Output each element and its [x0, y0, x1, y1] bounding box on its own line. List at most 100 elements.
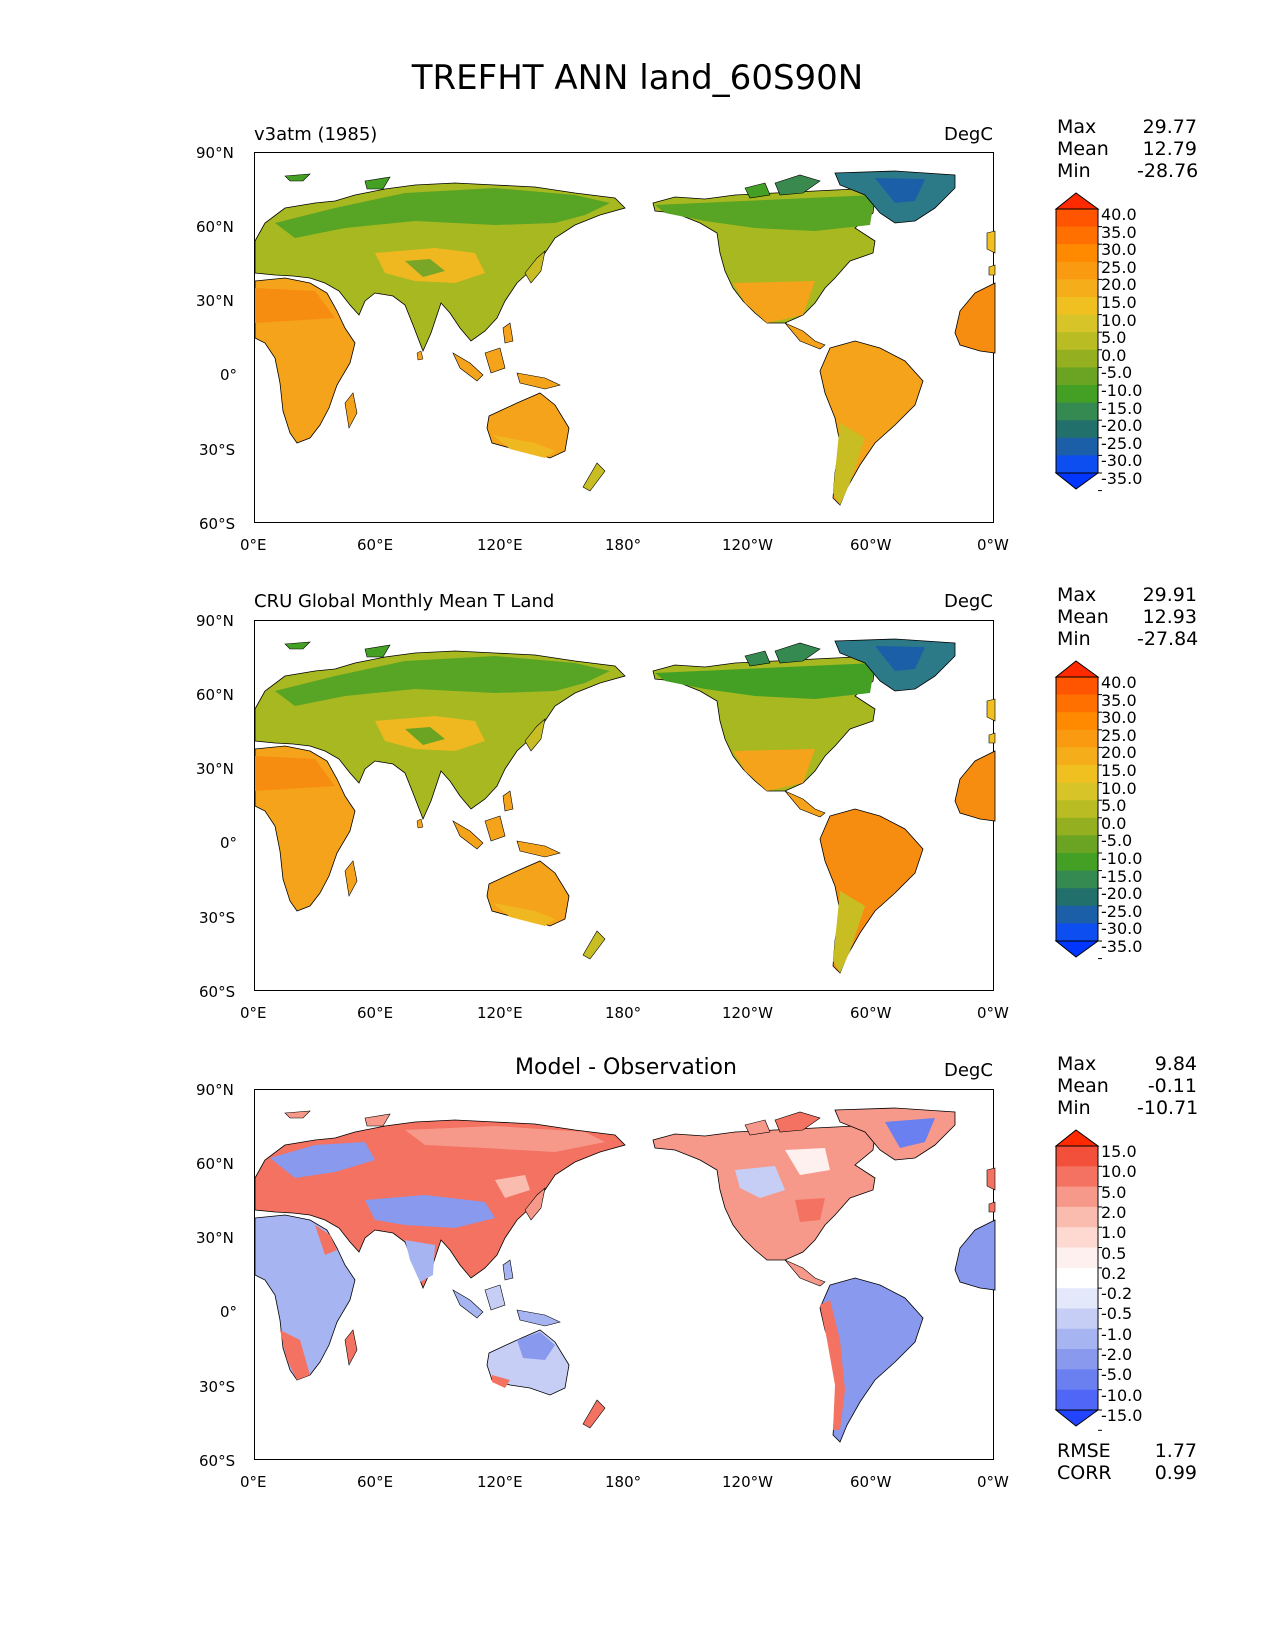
lon-tick: 120°W [722, 536, 773, 554]
mean-value: -0.11 [1147, 1075, 1197, 1097]
rmse-value: 1.77 [1154, 1440, 1197, 1462]
lat-tick: 90°N [196, 612, 234, 630]
colorbar-segment [1056, 817, 1098, 836]
panel-3-units: DegC [944, 1060, 993, 1081]
panel-2-units: DegC [944, 591, 993, 612]
panel-3-metrics: RMSE 1.77 CORR 0.99 [1057, 1440, 1197, 1484]
lon-tick: 180° [605, 536, 642, 554]
max-label: Max [1057, 116, 1097, 138]
panel-3-stats: Max 9.84 Mean -0.11 Min -10.71 [1057, 1053, 1199, 1119]
colorbar-segment [1056, 314, 1098, 333]
africa-east-edge [954, 750, 996, 822]
colorbar-segment [1056, 1389, 1098, 1411]
colorbar-bottom-arrow [1054, 1409, 1100, 1427]
lat-tick: 0° [220, 1303, 238, 1321]
mean-label: Mean [1057, 138, 1109, 160]
colorbar-segment [1056, 1369, 1098, 1391]
colorbar-segment [1056, 244, 1098, 263]
colorbar-segment [1056, 420, 1098, 439]
min-value: -28.76 [1137, 160, 1199, 182]
colorbar-tick-label: -35.0 [1101, 937, 1143, 956]
colorbar-segment [1056, 437, 1098, 456]
colorbar-tick-label: 10.0 [1101, 310, 1137, 330]
lon-tick: 0°E [240, 536, 267, 554]
colorbar-tick-label: -20.0 [1101, 416, 1143, 436]
lon-tick: 180° [605, 1004, 642, 1022]
lat-tick: 60°N [196, 686, 234, 704]
colorbar-tick-label: -15.0 [1101, 398, 1143, 418]
lat-tick: 0° [220, 834, 238, 852]
colorbar-segment [1056, 1227, 1098, 1249]
lon-tick: 60°W [850, 536, 892, 554]
colorbar-tick-label: 1.0 [1101, 1223, 1127, 1243]
panel-2-colorbar [1054, 660, 1102, 960]
lon-tick: 120°E [477, 536, 523, 554]
lon-tick: 180° [605, 1473, 642, 1491]
rmse-label: RMSE [1057, 1440, 1111, 1462]
corr-label: CORR [1057, 1462, 1112, 1484]
colorbar-tick-label: -15.0 [1101, 866, 1143, 886]
max-label: Max [1057, 584, 1097, 606]
colorbar-tick-label: -5.0 [1101, 1365, 1133, 1385]
lat-tick: 30°N [196, 292, 234, 310]
colorbar-segment [1056, 332, 1098, 351]
colorbar-segment [1056, 694, 1098, 713]
lon-tick: 0°W [977, 536, 1009, 554]
lat-tick: 30°S [199, 1378, 236, 1396]
colorbar-segment [1056, 677, 1098, 696]
corr-value: 0.99 [1154, 1462, 1197, 1484]
colorbar-tick-label: -5.0 [1101, 831, 1133, 851]
min-value: -10.71 [1137, 1097, 1199, 1119]
panel-3-map [254, 1089, 996, 1460]
lat-tick: 60°S [199, 515, 236, 533]
colorbar-segment [1056, 1166, 1098, 1188]
africa-east-edge [954, 282, 996, 354]
mean-value: 12.79 [1142, 138, 1197, 160]
colorbar-segment [1056, 385, 1098, 404]
min-value: -27.84 [1137, 628, 1199, 650]
colorbar-segment [1056, 349, 1098, 368]
colorbar-segment [1056, 1267, 1098, 1289]
colorbar-tick-label: 15.0 [1101, 761, 1137, 780]
colorbar-bottom-arrow [1054, 940, 1100, 958]
colorbar-tick-label: -15.0 [1101, 1406, 1143, 1425]
panel-1-stats: Max 29.77 Mean 12.79 Min -28.76 [1057, 116, 1199, 182]
panel-3-title: Model - Observation [515, 1055, 737, 1080]
colorbar-segment [1056, 747, 1098, 766]
lat-tick: 90°N [196, 144, 234, 162]
colorbar-tick-label: -5.0 [1101, 363, 1133, 383]
colorbar-tick-label: 20.0 [1101, 275, 1137, 295]
colorbar-tick-label: -2.0 [1101, 1345, 1133, 1365]
colorbar-tick-label: 5.0 [1101, 796, 1127, 816]
lon-tick: 0°E [240, 1004, 267, 1022]
colorbar-tick-label: -1.0 [1101, 1324, 1133, 1344]
colorbar-tick-label: -20.0 [1101, 884, 1143, 904]
colorbar-tick-label: 0.0 [1101, 345, 1127, 365]
panel-2-map [254, 620, 996, 991]
colorbar-tick-label: 35.0 [1101, 222, 1137, 242]
colorbar-tick-label: 10.0 [1101, 778, 1137, 798]
lat-tick: 90°N [196, 1081, 234, 1099]
colorbar-segment [1056, 261, 1098, 280]
colorbar-tick-label: 5.0 [1101, 1182, 1127, 1202]
colorbar-tick-label: -10.0 [1101, 381, 1143, 400]
colorbar-segment [1056, 1328, 1098, 1350]
colorbar-segment [1056, 226, 1098, 245]
colorbar-segment [1056, 455, 1098, 474]
colorbar-segment [1056, 367, 1098, 386]
lat-tick: 30°N [196, 760, 234, 778]
colorbar-segment [1056, 1146, 1098, 1167]
colorbar-segment [1056, 923, 1098, 942]
colorbar-segment [1056, 1308, 1098, 1330]
colorbar-segment [1056, 888, 1098, 907]
lon-tick: 60°E [357, 536, 394, 554]
colorbar-tick-label: -25.0 [1101, 433, 1143, 453]
lon-tick: 0°W [977, 1004, 1009, 1022]
colorbar-bottom-arrow [1054, 472, 1100, 490]
colorbar-segment [1056, 402, 1098, 421]
colorbar-segment [1056, 1186, 1098, 1208]
min-label: Min [1057, 628, 1091, 650]
africa-east-edge [954, 1219, 996, 1291]
lon-tick: 60°W [850, 1004, 892, 1022]
colorbar-outline [1055, 1145, 1099, 1411]
